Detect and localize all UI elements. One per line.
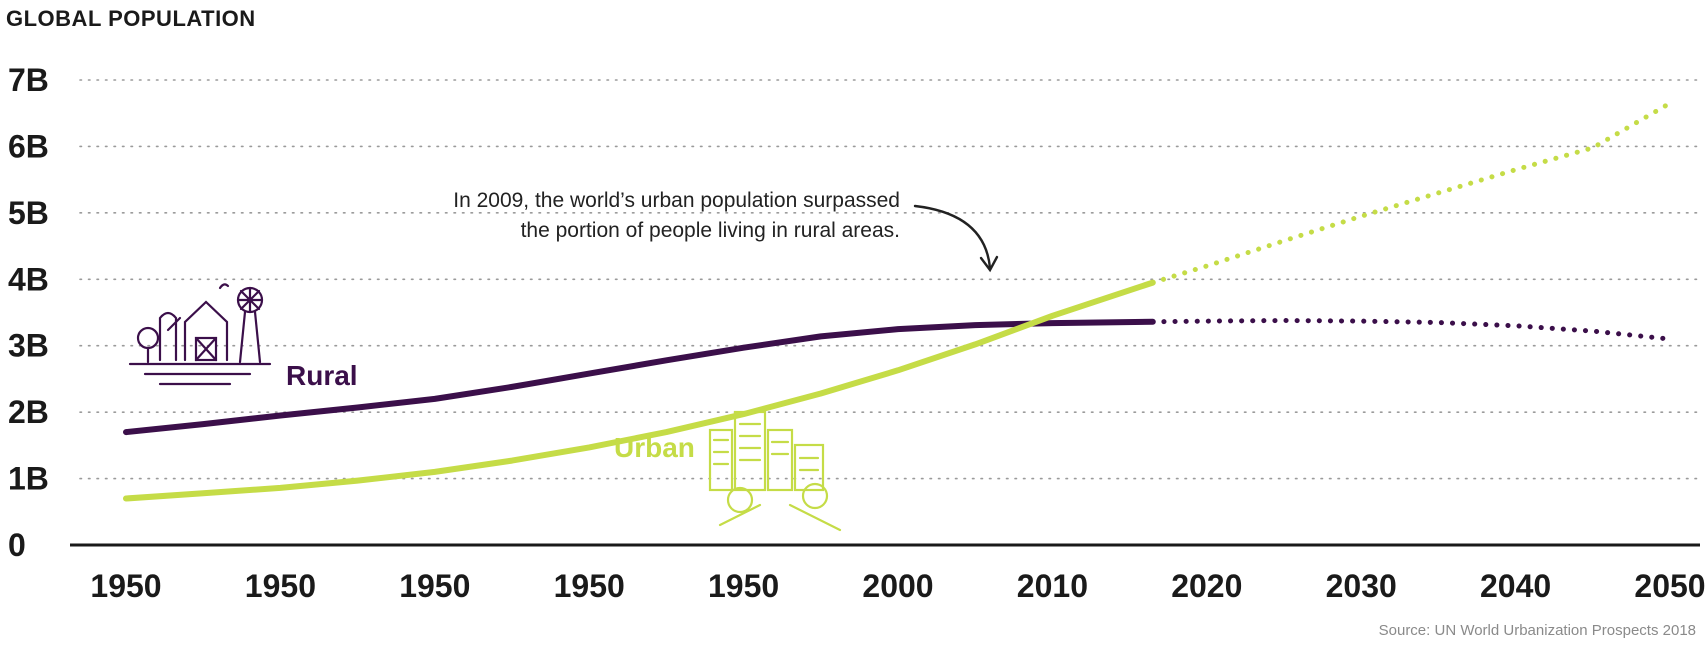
- rural-series-label: Rural: [286, 360, 358, 391]
- x-tick-label: 1950: [554, 568, 625, 604]
- x-tick-label: 1950: [245, 568, 316, 604]
- x-tick-label: 1950: [90, 568, 161, 604]
- x-tick-label: 2000: [862, 568, 933, 604]
- y-tick-label: 3B: [8, 328, 49, 364]
- y-tick-label: 2B: [8, 394, 49, 430]
- x-tick-label: 2040: [1480, 568, 1551, 604]
- source-note: Source: UN World Urbanization Prospects …: [1378, 622, 1696, 639]
- city-icon: [708, 410, 842, 532]
- y-tick-label: 4B: [8, 261, 49, 297]
- x-tick-label: 1950: [708, 568, 779, 604]
- annotation-line-2: the portion of people living in rural ar…: [520, 219, 900, 242]
- x-tick-label: 2020: [1171, 568, 1242, 604]
- x-tick-label: 2030: [1326, 568, 1397, 604]
- annotation-text: In 2009, the world’s urban population su…: [300, 186, 900, 246]
- x-tick-labels: 1950 1950 1950 1950 1950 2000 2010 2020 2030 2040…: [90, 568, 1705, 604]
- x-tick-label: 2050: [1634, 568, 1705, 604]
- y-tick-label: 5B: [8, 195, 49, 231]
- annotation-line-1: In 2009, the world’s urban population su…: [453, 189, 900, 212]
- y-tick-label: 7B: [8, 62, 49, 98]
- rural-line-projected: [1150, 317, 1673, 342]
- x-tick-label: 2010: [1017, 568, 1088, 604]
- rural-line-actual: [123, 318, 1156, 436]
- y-tick-label: 6B: [8, 128, 49, 164]
- urban-line-actual: [123, 279, 1156, 502]
- urban-series-label: Urban: [614, 432, 695, 463]
- farm-icon: [128, 283, 272, 386]
- y-tick-label: 0: [8, 527, 26, 563]
- y-tick-labels: 0 1B 2B 3B 4B 5B 6B 7B: [8, 62, 49, 563]
- y-tick-label: 1B: [8, 461, 49, 497]
- grid-lines: [70, 79, 1701, 547]
- urban-line-projected: [1150, 100, 1673, 286]
- series-lines: Rural Urban: [123, 100, 1673, 502]
- annotation-arrow: [913, 204, 999, 273]
- chart-title: GLOBAL POPULATION: [6, 6, 256, 31]
- x-tick-label: 1950: [399, 568, 470, 604]
